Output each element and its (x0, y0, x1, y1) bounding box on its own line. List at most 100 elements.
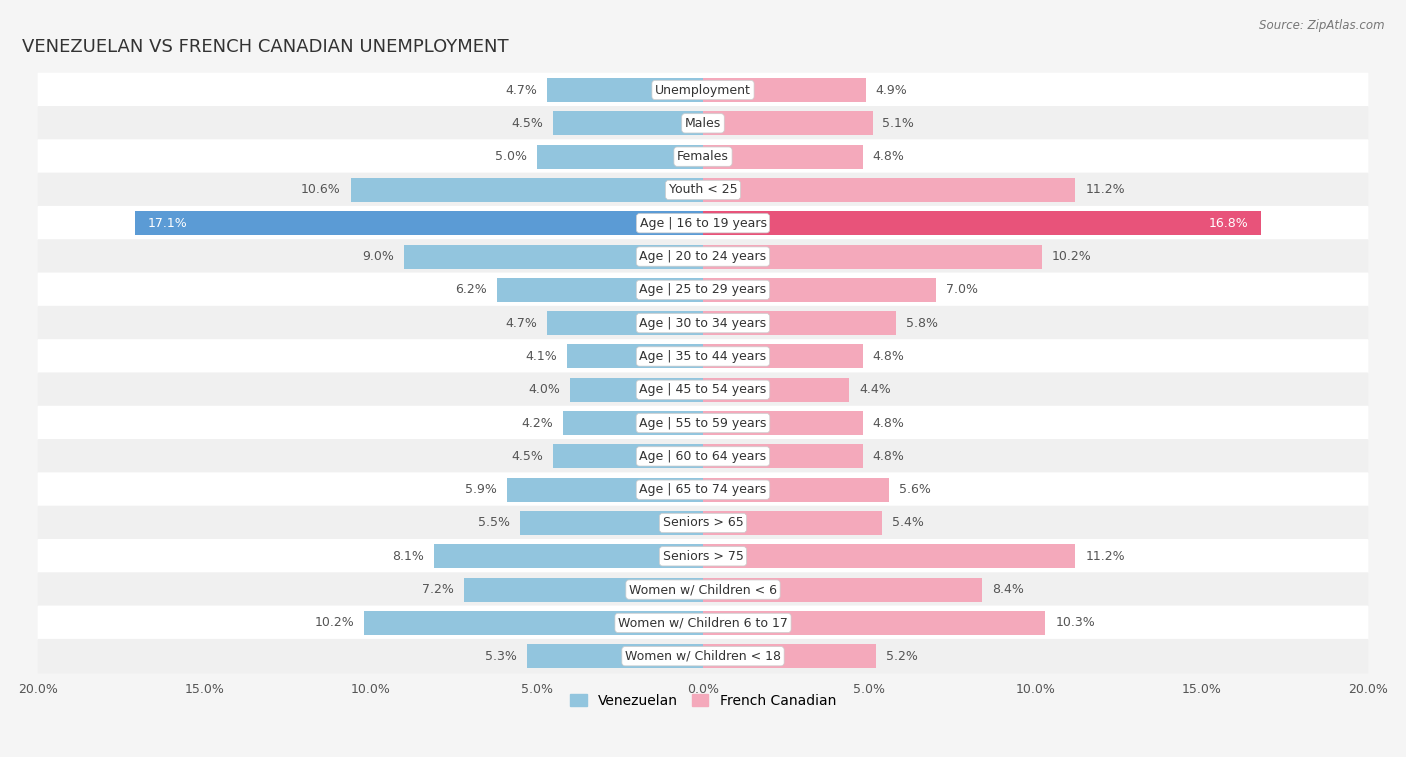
Text: 4.8%: 4.8% (873, 450, 904, 463)
Text: 4.2%: 4.2% (522, 416, 554, 429)
Text: 4.7%: 4.7% (505, 316, 537, 329)
Text: Age | 16 to 19 years: Age | 16 to 19 years (640, 217, 766, 229)
Bar (703, 578, 983, 602)
Bar (508, 478, 703, 502)
FancyBboxPatch shape (38, 206, 1368, 241)
Text: Age | 55 to 59 years: Age | 55 to 59 years (640, 416, 766, 429)
Bar (703, 111, 873, 136)
Text: 6.2%: 6.2% (456, 283, 486, 296)
Text: 7.2%: 7.2% (422, 583, 454, 596)
FancyBboxPatch shape (38, 406, 1368, 441)
Bar (703, 378, 849, 402)
Bar (703, 544, 1076, 569)
Text: 4.1%: 4.1% (524, 350, 557, 363)
Text: Age | 60 to 64 years: Age | 60 to 64 years (640, 450, 766, 463)
Text: 5.5%: 5.5% (478, 516, 510, 529)
Text: 7.0%: 7.0% (946, 283, 977, 296)
Bar (703, 278, 935, 302)
Text: 5.2%: 5.2% (886, 650, 918, 662)
Bar (569, 378, 703, 402)
Text: 10.6%: 10.6% (301, 183, 340, 196)
FancyBboxPatch shape (38, 339, 1368, 374)
Text: 5.8%: 5.8% (905, 316, 938, 329)
Bar (703, 411, 862, 435)
FancyBboxPatch shape (38, 273, 1368, 307)
Text: 5.1%: 5.1% (883, 117, 914, 130)
FancyBboxPatch shape (38, 639, 1368, 674)
Bar (703, 344, 862, 369)
FancyBboxPatch shape (38, 439, 1368, 474)
Bar (703, 178, 1076, 202)
Bar (703, 311, 896, 335)
Text: Unemployment: Unemployment (655, 83, 751, 97)
Text: 5.9%: 5.9% (465, 483, 496, 496)
Text: Youth < 25: Youth < 25 (669, 183, 737, 196)
Text: 10.3%: 10.3% (1056, 616, 1095, 629)
Text: Seniors > 65: Seniors > 65 (662, 516, 744, 529)
FancyBboxPatch shape (38, 139, 1368, 174)
Bar (703, 78, 866, 102)
Text: 4.0%: 4.0% (529, 383, 560, 396)
Text: 8.4%: 8.4% (993, 583, 1024, 596)
FancyBboxPatch shape (38, 506, 1368, 540)
Text: 4.5%: 4.5% (512, 450, 544, 463)
FancyBboxPatch shape (38, 372, 1368, 407)
FancyBboxPatch shape (38, 606, 1368, 640)
FancyBboxPatch shape (38, 472, 1368, 507)
Bar (434, 544, 703, 569)
Text: Women w/ Children < 18: Women w/ Children < 18 (626, 650, 780, 662)
FancyBboxPatch shape (38, 539, 1368, 574)
Text: Source: ZipAtlas.com: Source: ZipAtlas.com (1260, 19, 1385, 32)
Text: 4.8%: 4.8% (873, 150, 904, 164)
Legend: Venezuelan, French Canadian: Venezuelan, French Canadian (565, 688, 841, 714)
Bar (703, 211, 1261, 235)
Text: 5.6%: 5.6% (898, 483, 931, 496)
FancyBboxPatch shape (38, 572, 1368, 607)
Bar (364, 611, 703, 635)
Bar (703, 611, 1045, 635)
Bar (703, 511, 883, 535)
Text: 5.4%: 5.4% (893, 516, 924, 529)
Bar (537, 145, 703, 169)
Text: 4.4%: 4.4% (859, 383, 891, 396)
Bar (520, 511, 703, 535)
Text: Age | 65 to 74 years: Age | 65 to 74 years (640, 483, 766, 496)
Text: 10.2%: 10.2% (315, 616, 354, 629)
Text: Age | 35 to 44 years: Age | 35 to 44 years (640, 350, 766, 363)
Text: 4.7%: 4.7% (505, 83, 537, 97)
Text: 10.2%: 10.2% (1052, 250, 1091, 263)
Text: Age | 45 to 54 years: Age | 45 to 54 years (640, 383, 766, 396)
Bar (496, 278, 703, 302)
Text: 5.0%: 5.0% (495, 150, 527, 164)
Text: 16.8%: 16.8% (1208, 217, 1249, 229)
Text: 17.1%: 17.1% (148, 217, 187, 229)
Text: 11.2%: 11.2% (1085, 183, 1125, 196)
Bar (135, 211, 703, 235)
Text: 5.3%: 5.3% (485, 650, 517, 662)
Text: Women w/ Children 6 to 17: Women w/ Children 6 to 17 (619, 616, 787, 629)
Bar (564, 411, 703, 435)
Text: 4.8%: 4.8% (873, 350, 904, 363)
Bar (350, 178, 703, 202)
FancyBboxPatch shape (38, 73, 1368, 107)
Text: Females: Females (678, 150, 728, 164)
Text: 11.2%: 11.2% (1085, 550, 1125, 562)
Text: 4.8%: 4.8% (873, 416, 904, 429)
Bar (547, 78, 703, 102)
Bar (703, 145, 862, 169)
Text: Age | 25 to 29 years: Age | 25 to 29 years (640, 283, 766, 296)
FancyBboxPatch shape (38, 173, 1368, 207)
Text: Males: Males (685, 117, 721, 130)
Bar (554, 444, 703, 469)
FancyBboxPatch shape (38, 106, 1368, 141)
Bar (703, 478, 889, 502)
Bar (567, 344, 703, 369)
Bar (547, 311, 703, 335)
Text: 8.1%: 8.1% (392, 550, 423, 562)
Bar (554, 111, 703, 136)
Bar (527, 644, 703, 668)
Text: 4.5%: 4.5% (512, 117, 544, 130)
Bar (703, 245, 1042, 269)
Text: 9.0%: 9.0% (361, 250, 394, 263)
Text: VENEZUELAN VS FRENCH CANADIAN UNEMPLOYMENT: VENEZUELAN VS FRENCH CANADIAN UNEMPLOYME… (21, 38, 509, 56)
